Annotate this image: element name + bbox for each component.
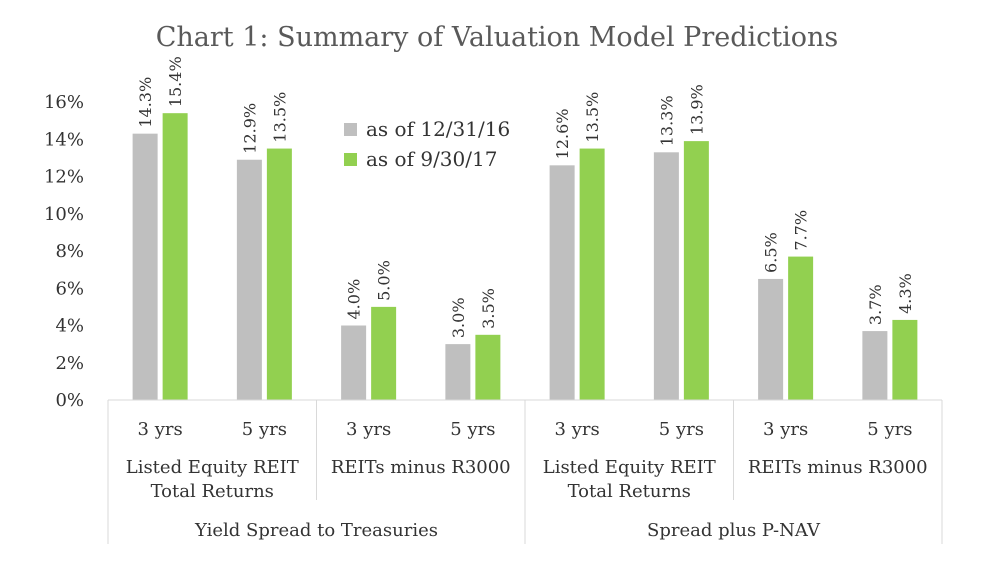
category-label: 5 yrs (242, 419, 287, 440)
y-tick-label: 2% (55, 353, 84, 374)
category-label: 5 yrs (659, 419, 704, 440)
data-label: 13.5% (270, 92, 289, 143)
chart-title: Chart 1: Summary of Valuation Model Pred… (156, 22, 839, 53)
group-label: Spread plus P-NAV (647, 520, 821, 541)
category-label: 3 yrs (346, 419, 391, 440)
subgroup-label: REITs minus R3000 (748, 457, 928, 478)
bar (892, 319, 918, 400)
y-tick-label: 8% (55, 241, 84, 262)
data-label: 15.4% (166, 56, 185, 107)
data-label: 4.0% (345, 279, 364, 320)
data-label: 3.0% (449, 297, 468, 338)
bar (341, 325, 367, 400)
group-label: Yield Spread to Treasuries (194, 520, 438, 541)
bar (475, 334, 501, 400)
data-label: 13.9% (687, 84, 706, 135)
bar (758, 278, 784, 400)
category-label: 3 yrs (763, 419, 808, 440)
data-label: 3.5% (479, 288, 498, 329)
bar (132, 133, 158, 400)
category-label: 5 yrs (867, 419, 912, 440)
bar (579, 148, 605, 400)
category-label: 5 yrs (450, 419, 495, 440)
y-tick-label: 12% (44, 167, 84, 188)
legend-swatch (344, 153, 357, 166)
bar (371, 306, 397, 400)
bar (236, 159, 262, 400)
y-tick-label: 10% (44, 204, 84, 225)
y-tick-label: 16% (44, 92, 84, 113)
data-label: 12.9% (240, 103, 259, 154)
y-tick-label: 6% (55, 278, 84, 299)
legend-label: as of 12/31/16 (366, 117, 510, 141)
bar (445, 344, 471, 400)
bar (162, 113, 188, 401)
data-labels: 14.3% 12.9% 4.0% 3.0% 12.6% 13.3% 6.5% 3.7% 15.4… (136, 56, 915, 338)
bar (549, 165, 575, 400)
legend: as of 12/31/16 as of 9/30/17 (344, 117, 510, 171)
subgroup-label: Total Returns (151, 481, 274, 502)
data-label: 4.3% (896, 273, 915, 314)
category-label: 3 yrs (138, 419, 183, 440)
subgroup-label: Total Returns (568, 481, 691, 502)
data-label: 6.5% (762, 232, 781, 273)
data-label: 12.6% (553, 108, 572, 159)
y-axis: 0% 2% 4% 6% 8% 10% 12% 14% 16% (44, 92, 84, 411)
bar (862, 331, 888, 400)
y-tick-label: 14% (44, 129, 84, 150)
bar (788, 256, 814, 400)
subgroup-label: REITs minus R3000 (331, 457, 511, 478)
legend-label: as of 9/30/17 (366, 147, 497, 171)
category-label: 3 yrs (555, 419, 600, 440)
data-label: 14.3% (136, 77, 155, 128)
x-axis: 3 yrs 5 yrs 3 yrs 5 yrs 3 yrs 5 yrs 3 yrs 5 yrs… (107, 399, 943, 544)
data-label: 7.7% (792, 210, 811, 251)
legend-swatch (344, 123, 357, 136)
y-tick-label: 4% (55, 316, 84, 337)
data-label: 13.5% (583, 92, 602, 143)
bar (653, 152, 679, 400)
bar (683, 141, 709, 401)
subgroup-label: Listed Equity REIT (126, 457, 299, 478)
data-label: 3.7% (866, 284, 885, 325)
bars (132, 113, 918, 401)
bar (266, 148, 292, 400)
data-label: 5.0% (375, 260, 394, 301)
data-label: 13.3% (657, 95, 676, 146)
y-tick-label: 0% (55, 390, 84, 411)
subgroup-label: Listed Equity REIT (543, 457, 716, 478)
